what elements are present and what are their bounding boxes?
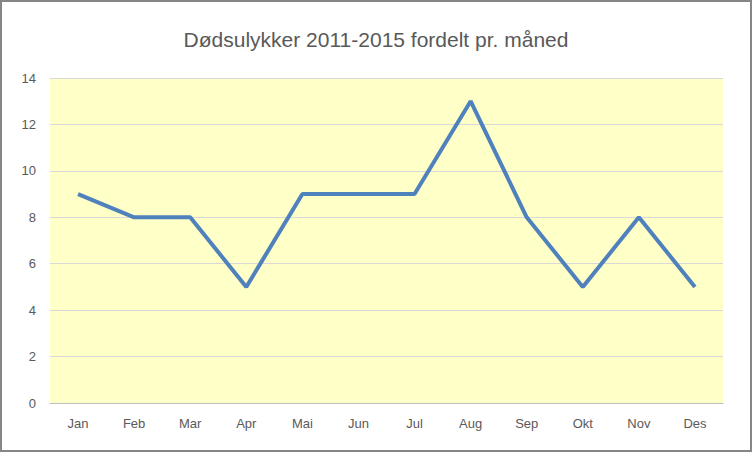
svg-text:12: 12 <box>22 117 36 132</box>
svg-text:Aug: Aug <box>459 416 482 431</box>
svg-text:Mai: Mai <box>292 416 313 431</box>
svg-text:Sep: Sep <box>515 416 538 431</box>
svg-text:14: 14 <box>22 71 36 86</box>
svg-text:Dødsulykker 2011-2015 fordelt: Dødsulykker 2011-2015 fordelt pr. måned <box>184 28 569 51</box>
svg-text:4: 4 <box>29 303 36 318</box>
svg-text:2: 2 <box>29 349 36 364</box>
svg-text:Jan: Jan <box>68 416 89 431</box>
svg-text:6: 6 <box>29 256 36 271</box>
svg-text:Mar: Mar <box>179 416 202 431</box>
svg-text:Apr: Apr <box>236 416 257 431</box>
svg-text:Nov: Nov <box>627 416 651 431</box>
svg-text:Jul: Jul <box>406 416 423 431</box>
svg-text:Jun: Jun <box>348 416 369 431</box>
svg-text:Des: Des <box>683 416 707 431</box>
svg-text:8: 8 <box>29 210 36 225</box>
svg-text:0: 0 <box>29 396 36 411</box>
svg-text:10: 10 <box>22 163 36 178</box>
svg-text:Okt: Okt <box>573 416 594 431</box>
svg-text:Feb: Feb <box>123 416 145 431</box>
